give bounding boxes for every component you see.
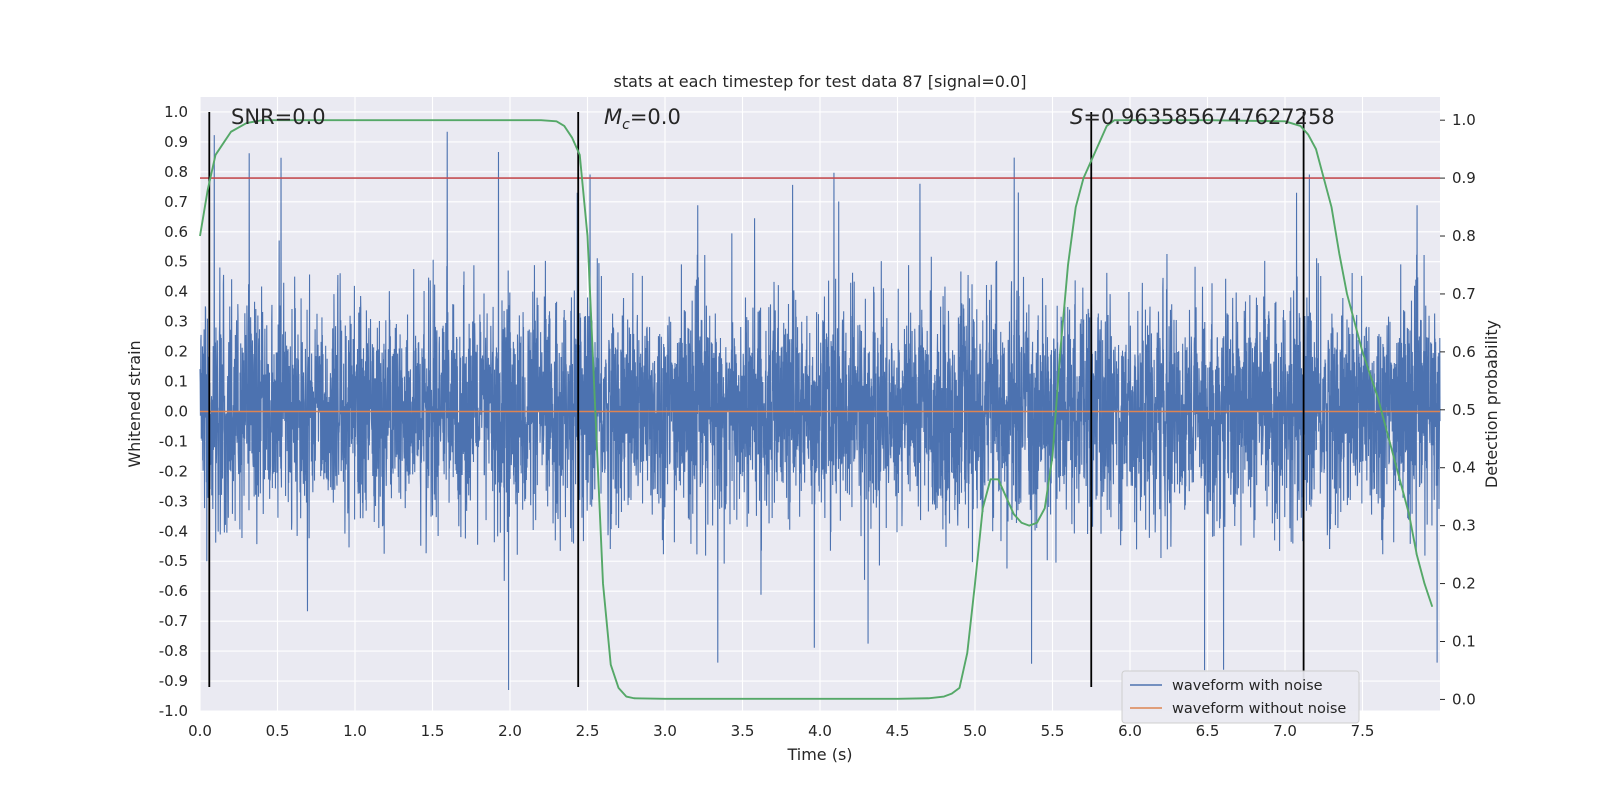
x-tick-label: 3.5 (731, 722, 755, 740)
x-tick-labels: 0.0 0.5 1.0 1.5 2.0 2.5 3.0 3.5 4.0 4.5 5.0 5.5 6.0 6… (188, 722, 1374, 740)
y-tick-label: 0.8 (164, 163, 188, 181)
y-tick-label: -0.9 (159, 672, 188, 690)
x-tick-label: 1.5 (421, 722, 445, 740)
y2-tick-label: 0.2 (1452, 575, 1476, 593)
x-tick-label: 2.5 (576, 722, 600, 740)
score-annotation: S=0.9635856747627258 (1070, 105, 1335, 129)
x-tick-label: 7.5 (1351, 722, 1375, 740)
chart-title: stats at each timestep for test data 87 … (614, 72, 1027, 91)
x-tick-label: 5.5 (1041, 722, 1065, 740)
y-tick-label: -0.6 (159, 582, 188, 600)
y-tick-label: -0.3 (159, 492, 188, 510)
detection-probability-line (199, 119, 1434, 700)
y2-tick-label: 0.4 (1452, 459, 1476, 477)
y2-tick-labels: 1.0 0.9 0.8 0.7 0.6 0.5 0.4 0.3 0.2 0.1 0.0 (1440, 111, 1476, 708)
y-tick-label: 0.0 (164, 402, 188, 420)
x-tick-label: 0.5 (266, 722, 290, 740)
waveform-with-noise-line (199, 131, 1441, 691)
x-tick-label: 2.0 (498, 722, 522, 740)
y2-tick-label: 0.1 (1452, 632, 1476, 650)
x-tick-label: 6.5 (1196, 722, 1220, 740)
snr-annotation: SNR=0.0 (231, 105, 326, 129)
y2-tick-label: 0.3 (1452, 517, 1476, 535)
y-tick-label: -0.8 (159, 642, 188, 660)
legend: waveform with noise waveform without noi… (1121, 670, 1360, 724)
score-value: =0.9635856747627258 (1083, 105, 1334, 129)
y-tick-label: -0.1 (159, 432, 188, 450)
y2-tick-label: 0.6 (1452, 343, 1476, 361)
y-tick-label: 0.7 (164, 193, 188, 211)
y2-tick-label: 1.0 (1452, 111, 1476, 129)
x-tick-label: 4.5 (886, 722, 910, 740)
y-tick-label: 0.1 (164, 373, 188, 391)
y-tick-label: -0.4 (159, 522, 188, 540)
x-tick-label: 4.0 (808, 722, 832, 740)
y-tick-labels: 1.0 0.9 0.8 0.7 0.6 0.5 0.4 0.3 0.2 0.1 0.0 -0.1 -0.… (159, 103, 188, 720)
x-axis-label: Time (s) (786, 745, 852, 764)
waveform-with-noise-series (199, 131, 1441, 691)
chirp-mass-symbol: M (604, 105, 622, 129)
y2-tick-label: 0.5 (1452, 401, 1476, 419)
overlay (199, 111, 1440, 700)
x-tick-label: 7.0 (1273, 722, 1297, 740)
chirp-mass-value: =0.0 (630, 105, 681, 129)
y-tick-label: -0.7 (159, 612, 188, 630)
y2-tick-label: 0.8 (1452, 227, 1476, 245)
x-tick-label: 6.0 (1118, 722, 1142, 740)
y-tick-label: -0.2 (159, 462, 188, 480)
y-tick-label: 0.5 (164, 253, 188, 271)
x-tick-label: 1.0 (343, 722, 367, 740)
y2-tick-label: 0.0 (1452, 690, 1476, 708)
chirp-mass-annotation: Mc=0.0 (604, 105, 681, 133)
legend-label-clean: waveform without noise (1172, 701, 1346, 717)
x-tick-label: 0.0 (188, 722, 212, 740)
legend-box (1121, 670, 1360, 724)
y2-axis-label: Detection probability (1482, 320, 1501, 488)
y-axis-label: Whitened strain (125, 340, 144, 467)
y-tick-label: -0.5 (159, 552, 188, 570)
y2-tick-label: 0.7 (1452, 285, 1476, 303)
legend-label-noise: waveform with noise (1172, 678, 1323, 694)
x-tick-label: 3.0 (653, 722, 677, 740)
y-tick-label: 0.6 (164, 223, 188, 241)
y-tick-label: 1.0 (164, 103, 188, 121)
y-tick-label: 0.9 (164, 133, 188, 151)
chirp-mass-subscript: c (622, 117, 630, 133)
y-tick-label: 0.2 (164, 343, 188, 361)
y2-tick-label: 0.9 (1452, 169, 1476, 187)
x-tick-label: 5.0 (963, 722, 987, 740)
y-tick-label: 0.4 (164, 283, 188, 301)
y-tick-label: 0.3 (164, 313, 188, 331)
y-tick-label: -1.0 (159, 702, 188, 720)
score-symbol: S (1070, 105, 1083, 129)
